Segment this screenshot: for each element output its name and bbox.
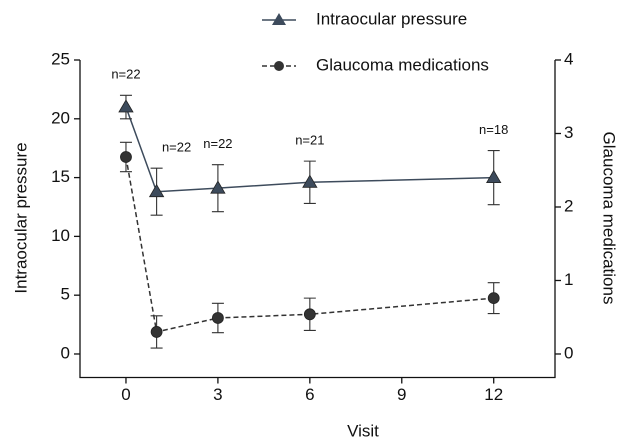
point [120, 151, 132, 163]
y-tick-label: 25 [51, 49, 70, 68]
y2-tick-label: 2 [564, 196, 573, 215]
point [210, 180, 226, 194]
legend-label: Intraocular pressure [316, 9, 467, 28]
annotation: n=22 [162, 140, 191, 155]
annotation: n=18 [479, 122, 508, 137]
y-tick-label: 20 [51, 108, 70, 127]
point [150, 326, 163, 338]
point [302, 174, 318, 188]
y2-tick-label: 3 [564, 123, 573, 142]
x-tick-label: 0 [121, 385, 130, 404]
y2-tick-label: 0 [564, 343, 573, 362]
point [118, 99, 134, 113]
point [303, 308, 316, 321]
x-axis-label: Visit [347, 421, 379, 440]
legend-label: Glaucoma medications [316, 55, 489, 74]
point [212, 312, 224, 324]
annotation: n=22 [203, 136, 232, 151]
y-tick-label: 10 [51, 226, 70, 245]
x-tick-label: 6 [305, 385, 314, 404]
x-tick-label: 3 [213, 385, 222, 404]
y-tick-label: 0 [61, 343, 70, 362]
y2-tick-label: 4 [564, 49, 573, 68]
x-tick-label: 9 [397, 385, 406, 404]
axes-frame [79, 60, 556, 379]
annotation: n=22 [111, 67, 140, 82]
y-tick-label: 15 [51, 167, 70, 186]
legend-marker [274, 61, 284, 71]
point [148, 183, 165, 198]
x-tick-label: 12 [484, 385, 503, 404]
legend-marker [272, 13, 286, 25]
y2-axis-label: Glaucoma medications [600, 132, 619, 305]
y2-tick-label: 1 [564, 270, 573, 289]
annotation: n=21 [295, 133, 324, 148]
y-axis-label: Intraocular pressure [11, 142, 30, 293]
y-tick-label: 5 [61, 285, 70, 304]
point [486, 169, 502, 183]
point [487, 292, 500, 305]
